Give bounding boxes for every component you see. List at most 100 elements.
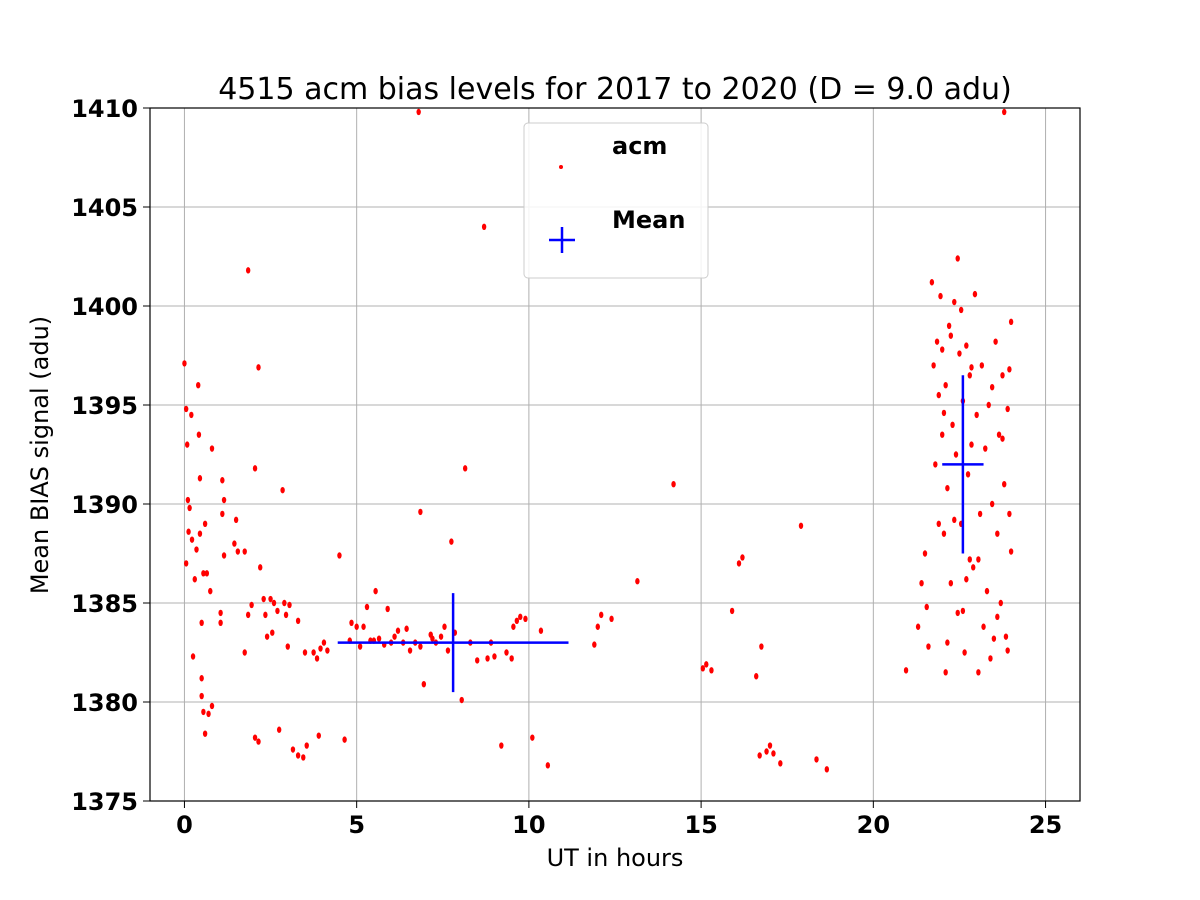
acm-data-point	[824, 766, 830, 773]
acm-data-point	[445, 647, 451, 654]
acm-data-point	[361, 623, 366, 630]
acm-data-point	[977, 510, 983, 518]
acm-data-point	[185, 441, 190, 448]
acm-data-point	[264, 633, 270, 640]
acm-data-point	[302, 649, 308, 656]
acm-data-point	[201, 570, 206, 577]
acm-data-point	[979, 362, 985, 369]
acm-data-point	[759, 643, 764, 650]
y-tick-label: 1400	[71, 293, 138, 321]
acm-data-point	[438, 633, 444, 640]
acm-data-point	[192, 576, 197, 583]
acm-data-point	[183, 560, 189, 567]
chart-title: 4515 acm bias levels for 2017 to 2020 (D…	[218, 72, 1012, 107]
plot-frame	[149, 107, 1081, 802]
acm-data-point	[971, 564, 976, 571]
acm-data-point	[545, 762, 551, 769]
acm-data-point	[709, 667, 714, 674]
acm-data-point	[984, 587, 990, 595]
acm-data-point	[778, 760, 783, 767]
acm-data-point	[442, 623, 447, 630]
acm-data-point	[220, 510, 225, 518]
acm-data-point	[967, 372, 972, 379]
acm-data-point	[988, 655, 993, 662]
x-tick-label: 5	[348, 811, 365, 839]
acm-data-point	[316, 732, 321, 739]
acm-data-point	[199, 619, 204, 626]
acm-data-point	[986, 401, 991, 409]
acm-data-point	[235, 548, 241, 555]
acm-data-point	[530, 734, 535, 741]
y-tick-label: 1405	[71, 194, 138, 222]
acm-data-point	[943, 669, 948, 676]
acm-data-point	[196, 431, 202, 438]
acm-data-point	[295, 752, 301, 759]
acm-data-point	[983, 445, 988, 452]
acm-data-point	[972, 290, 978, 298]
acm-data-point	[981, 623, 986, 630]
acm-data-point	[953, 451, 959, 458]
acm-data-point	[290, 746, 296, 753]
acm-data-point	[1002, 108, 1007, 116]
acm-data-point	[736, 560, 742, 567]
acm-data-point	[1002, 481, 1007, 488]
acm-data-point	[189, 411, 194, 419]
acm-data-point	[268, 595, 273, 603]
acm-data-point	[295, 617, 301, 625]
acm-data-point	[922, 550, 928, 557]
acm-data-point	[280, 486, 285, 494]
acm-data-point	[754, 673, 759, 680]
acm-data-point	[202, 730, 208, 737]
acm-data-point	[599, 611, 604, 619]
acm-data-point	[635, 578, 640, 585]
acm-data-point	[187, 504, 192, 512]
acm-data-point	[924, 603, 929, 611]
acm-data-point	[186, 528, 191, 535]
acm-data-point	[757, 752, 762, 759]
acm-data-point	[995, 530, 1000, 537]
acm-data-point	[314, 655, 320, 662]
acm-data-point	[933, 461, 938, 468]
acm-data-point	[1008, 548, 1014, 555]
acm-data-point	[814, 756, 819, 763]
acm-data-point	[991, 635, 997, 642]
acm-data-point	[249, 601, 254, 609]
acm-data-point	[940, 346, 945, 353]
legend: acm Mean	[523, 122, 709, 279]
acm-data-point	[194, 546, 199, 553]
acm-data-point	[416, 108, 421, 116]
scatter-points	[182, 108, 1014, 773]
acm-data-point	[421, 680, 427, 688]
acm-data-point	[523, 615, 528, 623]
acm-data-point	[318, 645, 323, 652]
acm-data-point	[958, 306, 964, 314]
x-tick-label: 10	[512, 811, 545, 839]
acm-data-point	[960, 607, 966, 615]
acm-data-point	[499, 742, 504, 749]
acm-data-point	[509, 655, 514, 662]
acm-data-point	[1005, 647, 1010, 654]
axis-ticks: 0 5 10 15 20 25 1375 1380 1385 1390 1395 1400 1405 14…	[71, 95, 1062, 839]
acm-data-point	[764, 748, 769, 755]
acm-data-point	[700, 665, 706, 672]
acm-data-point	[354, 623, 359, 630]
acm-data-point	[934, 338, 940, 345]
acm-data-point	[1007, 366, 1012, 373]
x-tick-label: 25	[1029, 811, 1062, 839]
acm-data-point	[189, 536, 195, 543]
acm-data-point	[950, 421, 955, 428]
y-tick-label: 1410	[71, 95, 138, 123]
acm-data-point	[962, 649, 967, 656]
acm-data-point	[936, 520, 941, 527]
acm-data-point	[418, 643, 423, 650]
acm-data-point	[976, 669, 981, 676]
acm-data-point	[285, 643, 290, 650]
acm-data-point	[404, 625, 409, 632]
acm-data-point	[245, 267, 251, 274]
acm-data-point	[514, 617, 520, 625]
y-tick-label: 1385	[71, 590, 138, 618]
acm-data-point	[504, 649, 509, 656]
acm-data-point	[948, 332, 954, 339]
y-tick-label: 1390	[71, 491, 138, 519]
